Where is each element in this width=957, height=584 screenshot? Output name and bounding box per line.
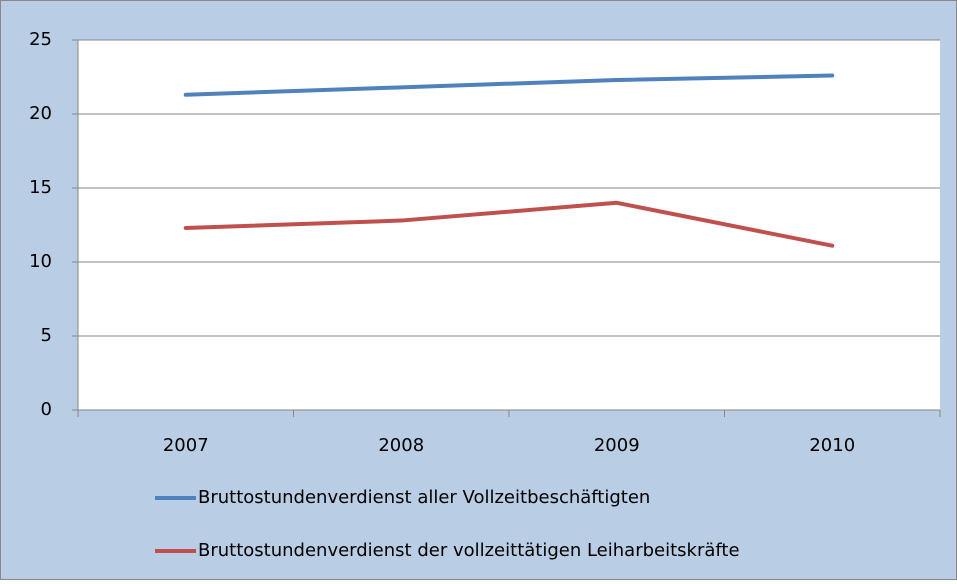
legend-label: Bruttostundenverdienst aller Vollzeitbes… (198, 487, 650, 508)
y-tick-label: 5 (41, 325, 52, 346)
y-tick-label: 0 (41, 399, 52, 420)
y-tick-label: 15 (29, 177, 52, 198)
x-tick-label: 2009 (594, 435, 640, 456)
y-tick-label: 25 (29, 29, 52, 50)
series-line (183, 73, 835, 97)
x-tick-label: 2007 (163, 435, 209, 456)
y-tick-label: 10 (29, 251, 52, 272)
y-tick-label: 20 (29, 103, 52, 124)
legend-label: Bruttostundenverdienst der vollzeittätig… (198, 540, 740, 561)
x-tick-label: 2008 (378, 435, 424, 456)
x-tick-label: 2010 (809, 435, 855, 456)
series-line (183, 200, 835, 248)
